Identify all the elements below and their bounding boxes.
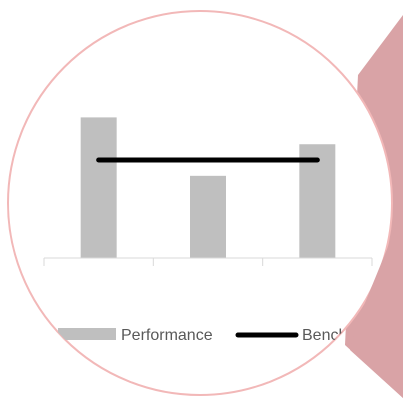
decorative-wedge-front (350, 210, 403, 398)
bar-performance-1 (80, 117, 117, 258)
bar-performance-3 (299, 144, 336, 258)
bar-performance-2 (190, 175, 226, 258)
plot-area: Performance Benchmark (43, 117, 384, 344)
x-axis (43, 257, 373, 266)
legend-label-performance: Performance (121, 327, 213, 344)
legend-swatch-performance (58, 328, 116, 340)
bars-group (80, 117, 336, 258)
